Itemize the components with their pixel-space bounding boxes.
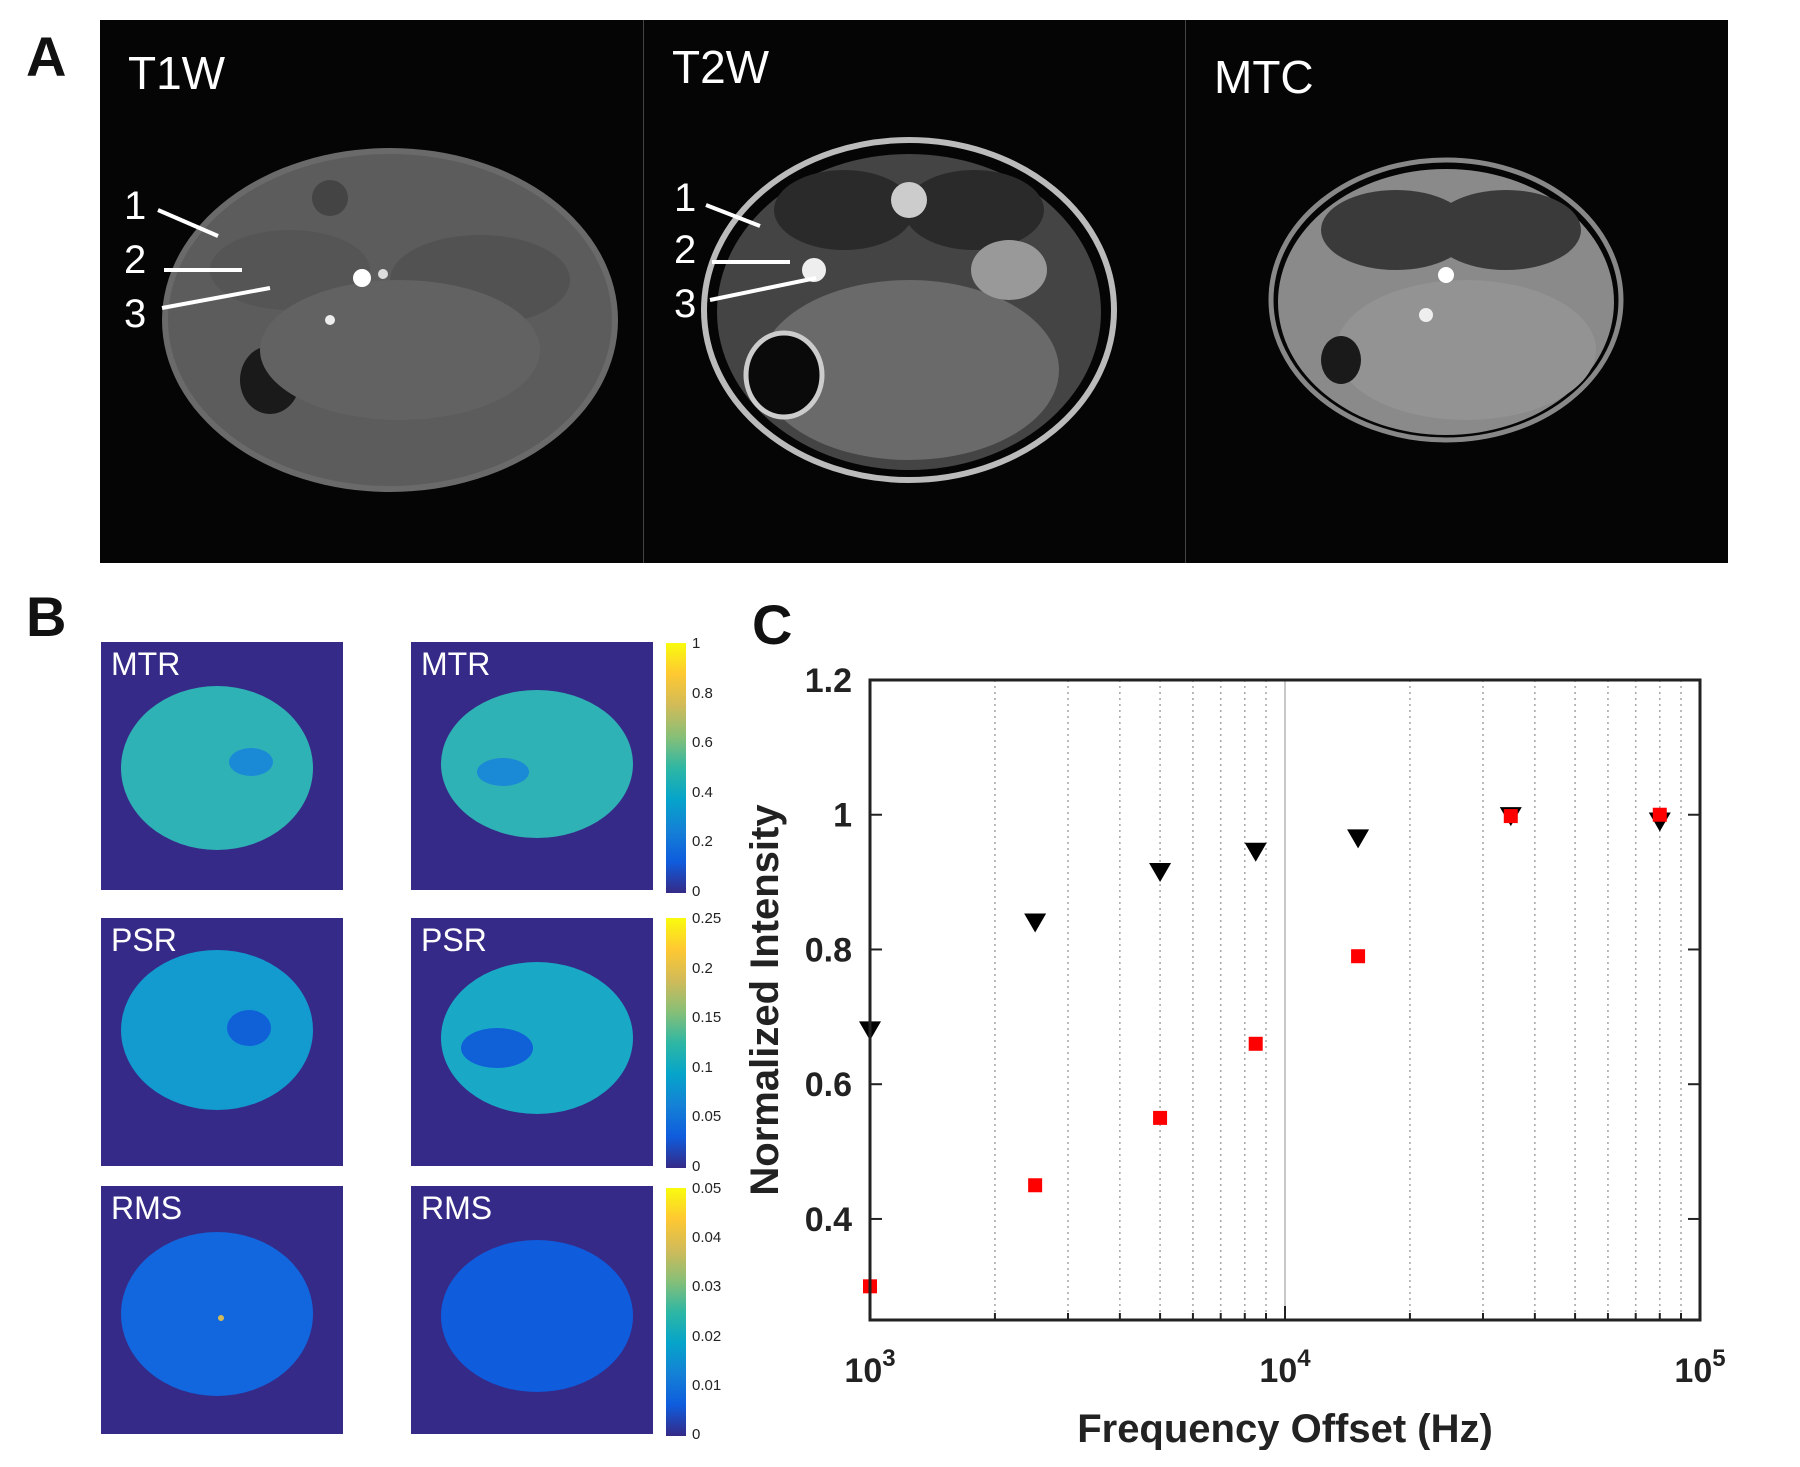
- data-points: [859, 807, 1671, 1294]
- colorbar-tick-label: 0: [692, 883, 701, 900]
- y-tick-label: 1.2: [805, 662, 852, 700]
- x-tick-base: 10: [1259, 1352, 1297, 1390]
- t2w-roi-2: 2: [674, 228, 697, 272]
- x-tick-exponent: 3: [882, 1345, 895, 1372]
- y-tick-label: 0.4: [805, 1201, 852, 1239]
- triangle-marker: [1024, 913, 1047, 933]
- x-axis-label: Frequency Offset (Hz): [1077, 1407, 1493, 1450]
- t1w-roi-1: 1: [124, 184, 147, 228]
- rms-map-1: RMS: [101, 1186, 343, 1434]
- colorbar-tick-label: 0.04: [692, 1229, 722, 1247]
- x-tick-exponent: 5: [1712, 1345, 1725, 1372]
- mtc-anatomy-graphic: [1268, 157, 1624, 443]
- rms-map-2: RMS: [411, 1186, 653, 1434]
- x-axis-ticks: 103 104 105: [844, 1345, 1725, 1390]
- mtr-colorbar: 1 0.8 0.6 0.4 0.2 0: [666, 635, 713, 900]
- colorbar-tick-label: 0.15: [692, 1009, 722, 1027]
- colorbar-tick-label: 0.4: [692, 783, 713, 801]
- colorbar-tick-label: 0.2: [692, 833, 713, 851]
- t2w-anatomy-graphic: [701, 137, 1117, 483]
- t2w-roi-1: 1: [674, 176, 697, 220]
- mri-mtc-image: MTC: [1185, 20, 1729, 563]
- psr-map-1-label: PSR: [111, 922, 177, 958]
- square-marker: [1153, 1110, 1168, 1125]
- panel-letter-a: A: [26, 25, 67, 88]
- square-marker: [1652, 807, 1667, 822]
- colorbar-tick-label: 0.05: [692, 1108, 722, 1126]
- t2w-roi-3: 3: [674, 282, 697, 326]
- colorbar-tick-label: 0.02: [692, 1327, 722, 1345]
- t1w-roi-3: 3: [124, 292, 147, 336]
- x-tick-base: 10: [844, 1352, 882, 1390]
- psr-map-1: PSR: [101, 918, 343, 1166]
- mtr-map-1: MTR: [101, 642, 343, 890]
- mri-image-strip: T1W 1 2 3 T2W 1 2 3: [100, 20, 1728, 563]
- t1w-anatomy-graphic: [157, 148, 618, 492]
- x-tick-label: 105: [1674, 1345, 1725, 1390]
- rms-map-1-label: RMS: [111, 1190, 183, 1226]
- rms-colorbar: 0.05 0.04 0.03 0.02 0.01 0: [666, 1180, 721, 1443]
- triangle-marker: [1347, 829, 1370, 849]
- colorbar-tick-label: 0.25: [692, 910, 722, 927]
- triangle-marker: [1149, 863, 1172, 882]
- mtr-map-2-label: MTR: [421, 646, 491, 682]
- y-axis-ticks: 0.4 0.6 0.8 1 1.2: [805, 662, 1700, 1239]
- square-marker: [1503, 809, 1518, 824]
- mri-t1w-image: T1W 1 2 3: [100, 20, 643, 563]
- x-tick-label: 103: [844, 1345, 895, 1390]
- colorbar-tick-label: 0.6: [692, 734, 713, 752]
- psr-colorbar: 0.25 0.2 0.15 0.1 0.05 0: [666, 910, 721, 1175]
- plot-frame: [868, 678, 1702, 1322]
- colorbar-tick-label: 0.05: [692, 1180, 722, 1197]
- colorbar-tick-label: 0: [692, 1426, 701, 1443]
- frequency-offset-chart: 0.40.60.811.2 103 104 105 Frequency Offset…: [743, 662, 1726, 1450]
- x-tick-exponent: 4: [1297, 1345, 1311, 1372]
- y-tick-label: 0.6: [805, 1066, 852, 1104]
- colorbar-tick-label: 0.01: [692, 1376, 722, 1394]
- y-tick-label: 0.8: [805, 931, 852, 969]
- y-axis-label: Normalized Intensity: [743, 804, 787, 1196]
- psr-map-2: PSR: [411, 918, 653, 1166]
- colorbar-tick-label: 0.8: [692, 684, 713, 702]
- mri-t2w-image: T2W 1 2 3: [643, 20, 1186, 563]
- panel-letter-b: B: [26, 585, 67, 648]
- square-marker: [1351, 949, 1366, 964]
- square-marker: [1248, 1036, 1263, 1051]
- chart-grid: [869, 680, 1683, 1320]
- colorbar-tick-label: 0.2: [692, 959, 713, 977]
- psr-map-2-label: PSR: [421, 922, 487, 958]
- mtr-map-2: MTR: [411, 642, 653, 890]
- t1w-roi-2: 2: [124, 238, 147, 282]
- colorbar-tick-label: 0: [692, 1158, 701, 1175]
- t2w-label: T2W: [672, 41, 770, 93]
- colorbar-tick-label: 0.03: [692, 1278, 722, 1296]
- rms-map-2-label: RMS: [421, 1190, 493, 1226]
- colorbar-tick-label: 0.1: [692, 1058, 713, 1076]
- panel-letter-c: C: [752, 593, 793, 656]
- colorbar-tick-label: 1: [692, 635, 701, 652]
- y-tick-label: 1: [833, 797, 852, 835]
- colorbar-gradient: [666, 643, 686, 893]
- colorbar-gradient: [666, 918, 686, 1168]
- mtr-map-1-label: MTR: [111, 646, 181, 682]
- x-tick-label: 104: [1259, 1345, 1311, 1390]
- mtc-label: MTC: [1214, 51, 1314, 103]
- colorbar-gradient: [666, 1188, 686, 1436]
- x-tick-base: 10: [1674, 1352, 1712, 1390]
- triangle-marker: [1244, 842, 1267, 862]
- square-marker: [1028, 1178, 1043, 1193]
- t1w-label: T1W: [128, 47, 226, 99]
